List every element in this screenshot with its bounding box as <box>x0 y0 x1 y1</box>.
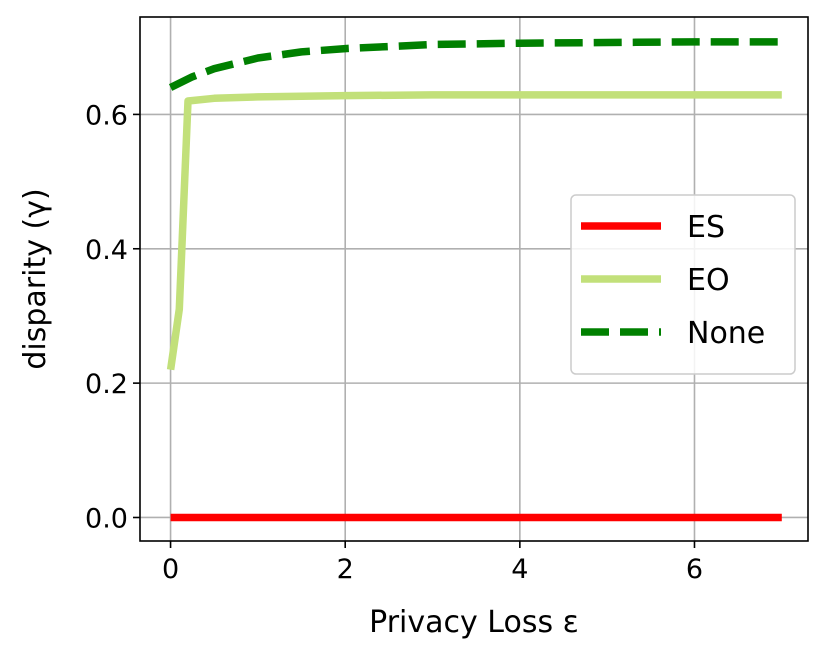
y-axis-label: disparity (γ) <box>18 188 53 369</box>
y-tick-label: 0.0 <box>85 503 128 534</box>
plot-frame <box>139 16 809 542</box>
y-tick-label: 0.6 <box>85 100 128 131</box>
series-line-eo <box>166 91 782 371</box>
legend-label-eo: EO <box>687 263 730 298</box>
y-tick-label: 0.2 <box>85 369 128 400</box>
x-tick-label: 6 <box>686 554 703 585</box>
x-tick-label: 2 <box>337 554 354 585</box>
x-axis-label: Privacy Loss ε <box>369 605 579 640</box>
x-tick-label: 4 <box>511 554 528 585</box>
x-tick-label: 0 <box>162 554 179 585</box>
series-group <box>166 38 782 522</box>
legend-label-none: None <box>687 316 765 351</box>
legend: ES EO None <box>570 194 796 375</box>
axis-ticks: 0 2 4 6 0.0 0.2 0.4 0.6 <box>85 100 703 585</box>
legend-label-es: ES <box>687 210 725 245</box>
y-tick-label: 0.4 <box>85 235 128 266</box>
series-line-none <box>168 38 782 91</box>
